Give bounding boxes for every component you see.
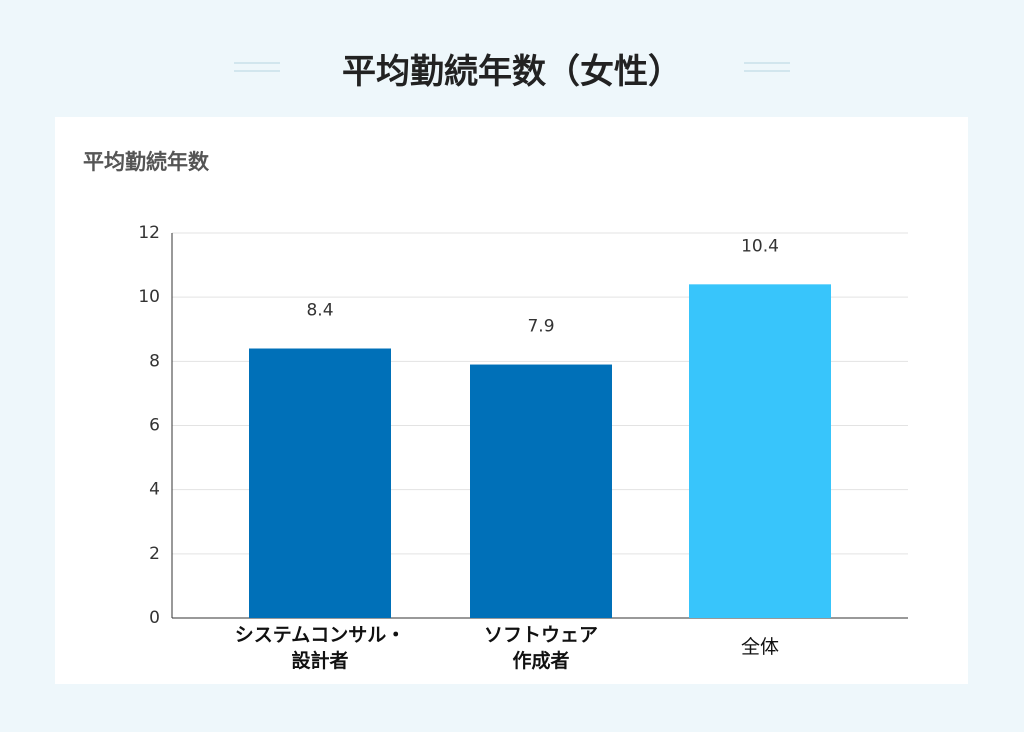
y-tick-label: 4 (149, 480, 160, 500)
decoration (234, 62, 280, 72)
y-tick-label: 2 (149, 544, 160, 564)
chart-title: 平均勤続年数 (83, 150, 210, 174)
y-tick-label: 8 (149, 351, 160, 371)
value-label: 10.4 (741, 236, 779, 256)
x-tick-label: ソフトウェア 作成者 (483, 624, 598, 672)
value-label: 7.9 (527, 317, 554, 337)
page-title: 平均勤続年数（女性） (342, 52, 682, 92)
y-tick-label: 0 (149, 608, 160, 628)
bar (249, 348, 391, 618)
value-label: 8.4 (306, 301, 333, 321)
bar (689, 284, 831, 618)
y-tick-label: 10 (138, 287, 160, 307)
y-tick-label: 6 (149, 416, 160, 436)
x-tick-label: 全体 (740, 636, 779, 658)
x-tick-label: システムコンサル・ 設計者 (234, 624, 406, 672)
decoration (744, 62, 790, 72)
bar (470, 364, 612, 618)
y-tick-label: 12 (138, 223, 160, 243)
